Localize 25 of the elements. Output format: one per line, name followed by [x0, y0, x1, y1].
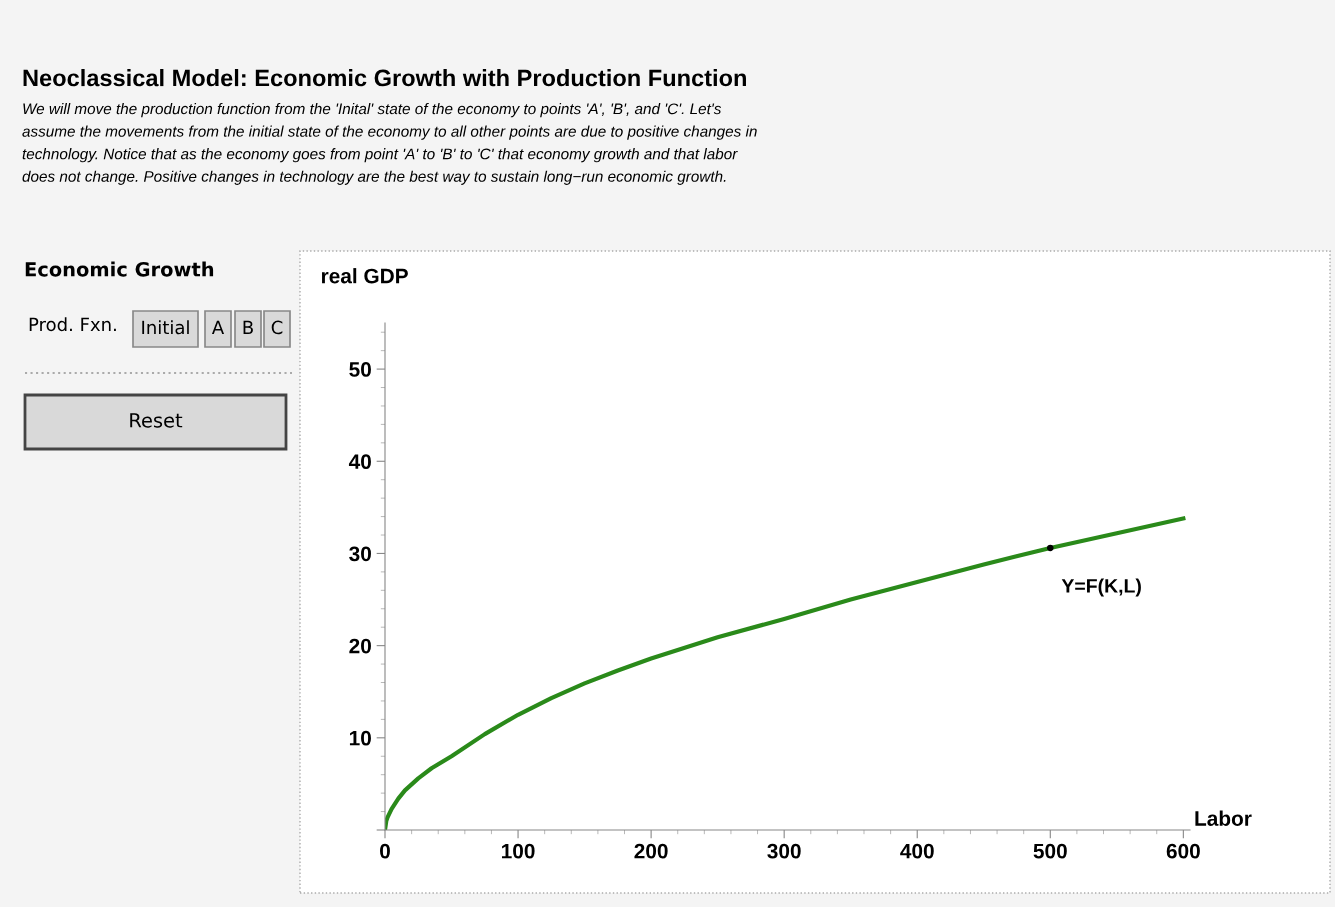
- text: C: [271, 320, 283, 335]
- text: Prod. Fxn.: [29, 317, 116, 332]
- y-tick-label: 20: [349, 638, 371, 654]
- x-tick-label: 0: [380, 843, 390, 859]
- chart-subtitle: We will move the production function from the 'Inital' state of the economy to points 'A', 'B', and 'C'. Let's assume the movements from the initial state of the economy to all other points are due to positive changes in technology. Notice that as the economy goes from point 'A' to 'B' to 'C' that economy growth and that labor does not change. Positive changes in technology are the best way to sustain long−run economic growth.: [22, 103, 757, 185]
- text: Economic Growth: [25, 261, 214, 277]
- x-tick-label: 300: [767, 843, 801, 859]
- chart-title: Neoclassical Model: Economic Growth with Production Function: [23, 69, 746, 87]
- x-tick-label: 600: [1166, 843, 1200, 859]
- y-tick-label: 50: [349, 362, 371, 377]
- x-tick-label: 400: [900, 843, 934, 859]
- line-series: [385, 516, 1186, 830]
- x-tick-label: 100: [501, 843, 535, 859]
- x-tick-label: 200: [634, 843, 668, 859]
- y-axis-title: real GDP: [321, 268, 408, 284]
- x-tick-label: 500: [1033, 843, 1067, 859]
- text: A: [211, 320, 225, 334]
- y-tick-label: 30: [349, 546, 371, 562]
- text: B: [243, 320, 253, 334]
- y-tick-label: 10: [349, 730, 371, 746]
- text: Initial: [142, 320, 189, 335]
- text: Reset: [130, 413, 183, 428]
- x-axis-title: Labor: [1195, 810, 1252, 826]
- y-tick-label: 40: [348, 454, 371, 470]
- annotation: Y=F(K,L): [1061, 578, 1141, 597]
